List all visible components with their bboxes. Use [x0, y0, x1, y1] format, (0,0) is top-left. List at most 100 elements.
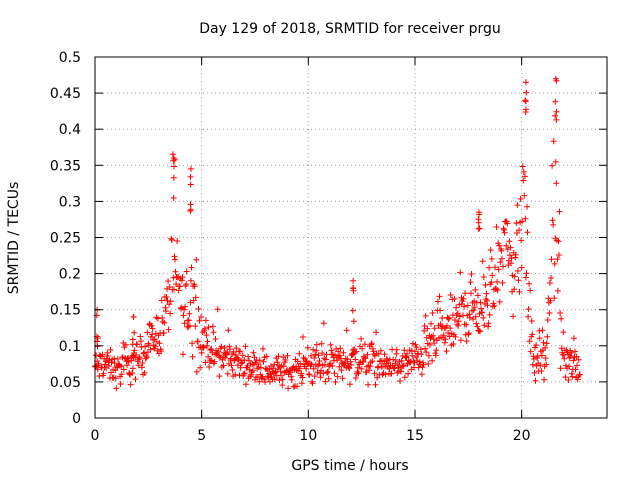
- data-point: [235, 356, 242, 363]
- data-point: [524, 203, 530, 210]
- data-point: [481, 322, 488, 329]
- data-point: [203, 332, 210, 339]
- data-point: [189, 353, 196, 360]
- data-point: [135, 362, 142, 369]
- data-point: [124, 355, 131, 362]
- data-point: [170, 174, 177, 181]
- data-point: [189, 340, 196, 347]
- data-point: [256, 378, 263, 385]
- data-point: [516, 227, 522, 234]
- data-point: [472, 286, 479, 293]
- data-point: [424, 325, 431, 332]
- data-point: [136, 355, 143, 362]
- data-point: [257, 364, 264, 371]
- data-point: [457, 337, 464, 344]
- data-point: [489, 272, 496, 279]
- data-point: [460, 295, 467, 302]
- data-point: [486, 264, 493, 271]
- data-point: [518, 237, 525, 244]
- data-point: [306, 371, 313, 378]
- data-point: [418, 351, 425, 358]
- data-point: [562, 374, 569, 381]
- x-tick-label: 15: [406, 428, 424, 444]
- data-point: [232, 371, 239, 378]
- data-point: [536, 327, 543, 334]
- data-point: [360, 358, 367, 365]
- data-point: [353, 348, 360, 355]
- data-point: [519, 218, 526, 225]
- data-point: [241, 357, 248, 364]
- data-point: [383, 355, 390, 362]
- data-point: [214, 306, 221, 313]
- y-tick-label: 0.4: [59, 122, 81, 138]
- data-point: [508, 255, 515, 262]
- data-point: [557, 365, 564, 372]
- data-point: [179, 274, 186, 281]
- data-point: [463, 338, 470, 345]
- data-point: [153, 314, 160, 321]
- x-tick-label: 5: [197, 428, 206, 444]
- data-point: [325, 375, 332, 382]
- data-point: [204, 338, 211, 345]
- data-point: [187, 208, 194, 214]
- data-point: [527, 348, 534, 355]
- data-point: [242, 343, 249, 350]
- data-point: [552, 112, 559, 119]
- data-point: [181, 306, 188, 313]
- data-point: [570, 335, 577, 342]
- data-point: [322, 378, 329, 385]
- data-point: [170, 157, 177, 164]
- data-point: [208, 346, 215, 352]
- data-point: [525, 313, 532, 320]
- data-point: [211, 358, 218, 365]
- data-point: [144, 329, 151, 336]
- data-point: [456, 301, 463, 308]
- data-point: [433, 347, 440, 354]
- data-point: [463, 321, 470, 328]
- data-point: [95, 360, 102, 367]
- data-point: [382, 371, 389, 378]
- data-point: [514, 202, 521, 209]
- data-point: [546, 310, 553, 316]
- data-point: [202, 317, 209, 324]
- data-point: [149, 331, 156, 338]
- x-axis-label: GPS time / hours: [291, 458, 408, 474]
- data-point: [384, 357, 391, 364]
- data-point: [279, 382, 286, 389]
- data-point: [434, 298, 441, 305]
- data-point: [309, 380, 316, 387]
- data-point: [364, 351, 371, 358]
- data-point: [350, 287, 357, 294]
- data-point: [474, 292, 481, 299]
- data-point: [561, 355, 568, 362]
- data-point: [239, 352, 246, 359]
- data-point: [327, 341, 334, 348]
- data-point: [320, 320, 327, 327]
- data-point: [465, 331, 472, 338]
- data-point: [500, 263, 506, 270]
- data-point: [547, 297, 554, 304]
- data-point: [404, 350, 410, 357]
- data-point: [496, 298, 503, 305]
- data-point: [183, 268, 190, 275]
- data-point: [329, 363, 336, 369]
- data-point: [191, 283, 198, 290]
- data-point: [249, 367, 256, 374]
- data-point: [398, 368, 405, 375]
- data-point: [99, 351, 106, 358]
- data-point: [310, 365, 317, 372]
- data-point: [318, 340, 325, 347]
- data-point: [100, 370, 107, 377]
- data-point: [359, 345, 366, 352]
- data-point: [313, 341, 320, 348]
- data-point: [188, 264, 195, 271]
- data-point: [350, 318, 357, 325]
- data-point: [188, 165, 194, 172]
- data-point: [538, 352, 545, 359]
- data-point: [314, 369, 321, 376]
- data-point: [552, 158, 559, 165]
- data-point: [183, 281, 190, 288]
- data-point: [325, 368, 332, 375]
- data-point: [550, 138, 557, 145]
- data-point: [401, 347, 408, 354]
